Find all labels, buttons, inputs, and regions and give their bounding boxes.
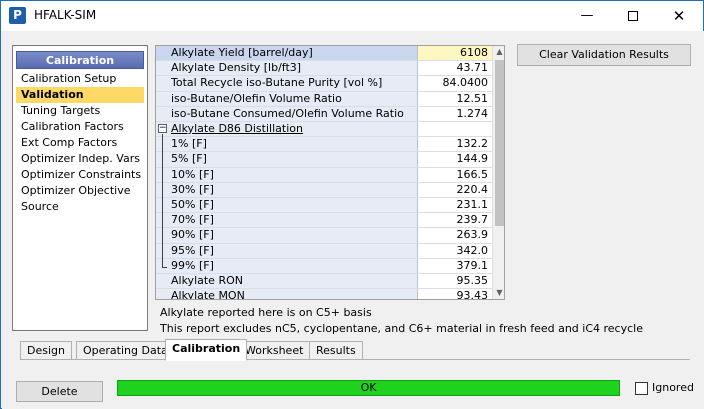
nav-item-optimizer-indep-vars[interactable]: Optimizer Indep. Vars bbox=[21, 152, 140, 165]
row-value[interactable]: 166.5 bbox=[418, 167, 492, 182]
table-row: iso-Butane Consumed/Olefin Volume Ratio 1… bbox=[156, 106, 492, 122]
note-basis: Alkylate reported here is on C5+ basis bbox=[160, 306, 372, 319]
nav-item-optimizer-constraints[interactable]: Optimizer Constraints bbox=[21, 168, 142, 181]
table-row: 50% [F] 231.1 bbox=[156, 198, 492, 214]
table-row: 5% [F] 144.9 bbox=[156, 152, 492, 168]
row-value[interactable]: 93.43 bbox=[418, 289, 492, 299]
row-label: 90% [F] bbox=[156, 228, 418, 243]
table-row: 70% [F] 239.7 bbox=[156, 213, 492, 229]
tree-connector-line bbox=[162, 134, 163, 267]
nav-item-source[interactable]: Source bbox=[21, 200, 59, 213]
nav-item-validation[interactable]: Validation bbox=[16, 87, 144, 103]
calibration-nav: Calibration Calibration Setup Validation T… bbox=[12, 45, 148, 331]
tab-worksheet[interactable]: Worksheet bbox=[238, 341, 311, 360]
row-value[interactable]: 12.51 bbox=[418, 91, 492, 106]
row-label: 99% [F] bbox=[156, 258, 418, 273]
window-title: HFALK-SIM bbox=[34, 8, 97, 22]
maximize-button[interactable] bbox=[610, 1, 656, 31]
row-label: Alkylate RON bbox=[156, 274, 418, 289]
row-value[interactable]: 263.9 bbox=[418, 228, 492, 243]
ignored-label: Ignored bbox=[652, 381, 694, 394]
row-label: 10% [F] bbox=[156, 167, 418, 182]
table-row: 99% [F] 379.1 bbox=[156, 258, 492, 274]
title-bar: P HFALK-SIM — ✕ bbox=[1, 1, 703, 31]
table-row: Alkylate Density [lb/ft3] 43.71 bbox=[156, 61, 492, 77]
row-label: 30% [F] bbox=[156, 182, 418, 197]
row-label: iso-Butane Consumed/Olefin Volume Ratio bbox=[156, 106, 418, 121]
row-label: 50% [F] bbox=[156, 198, 418, 213]
row-value[interactable] bbox=[418, 122, 492, 137]
nav-item-optimizer-objective[interactable]: Optimizer Objective bbox=[21, 184, 131, 197]
row-value[interactable]: 342.0 bbox=[418, 243, 492, 258]
table-row: Total Recycle iso-Butane Purity [vol %] 8… bbox=[156, 76, 492, 92]
table-row: 90% [F] 263.9 bbox=[156, 228, 492, 244]
row-label: Alkylate MON bbox=[156, 289, 418, 299]
row-label: Alkylate Yield [barrel/day] bbox=[156, 46, 418, 61]
scroll-thumb[interactable] bbox=[495, 60, 504, 226]
scroll-up-icon[interactable]: ▲ bbox=[496, 47, 503, 56]
row-label: Alkylate Density [lb/ft3] bbox=[156, 61, 418, 76]
group-label: Alkylate D86 Distillation bbox=[156, 122, 418, 137]
row-value[interactable]: 220.4 bbox=[418, 182, 492, 197]
row-label: 1% [F] bbox=[156, 137, 418, 152]
table-row: 10% [F] 166.5 bbox=[156, 167, 492, 183]
nav-list: Calibration Setup Validation Tuning Target… bbox=[13, 71, 147, 215]
table-row: 30% [F] 220.4 bbox=[156, 182, 492, 198]
validation-grid: Alkylate Yield [barrel/day] 6108 Alkylate … bbox=[155, 45, 505, 300]
nav-item-tuning-targets[interactable]: Tuning Targets bbox=[21, 104, 101, 117]
row-value[interactable]: 132.2 bbox=[418, 137, 492, 152]
scroll-down-icon[interactable]: ▼ bbox=[496, 288, 503, 297]
row-label: 70% [F] bbox=[156, 213, 418, 228]
tab-results[interactable]: Results bbox=[309, 341, 363, 360]
row-value[interactable]: 231.1 bbox=[418, 198, 492, 213]
delete-button[interactable]: Delete bbox=[16, 381, 103, 402]
row-label: Total Recycle iso-Butane Purity [vol %] bbox=[156, 76, 418, 91]
tree-connector-end bbox=[162, 266, 167, 268]
tab-calibration[interactable]: Calibration bbox=[165, 339, 248, 361]
grid-scrollbar[interactable]: ▲ ▼ bbox=[492, 46, 504, 299]
ignored-checkbox[interactable] bbox=[635, 381, 648, 395]
row-value[interactable]: 95.35 bbox=[418, 274, 492, 289]
row-label: iso-Butane/Olefin Volume Ratio bbox=[156, 91, 418, 106]
row-value[interactable]: 6108 bbox=[418, 46, 492, 61]
row-value[interactable]: 239.7 bbox=[418, 213, 492, 228]
row-value[interactable]: 1.274 bbox=[418, 106, 492, 121]
row-value[interactable]: 379.1 bbox=[418, 258, 492, 273]
nav-item-calibration-factors[interactable]: Calibration Factors bbox=[21, 120, 124, 133]
tab-operating-data[interactable]: Operating Data bbox=[76, 341, 175, 360]
table-row: Alkylate RON 95.35 bbox=[156, 274, 492, 290]
tab-design[interactable]: Design bbox=[20, 341, 72, 360]
nav-item-calibration-setup[interactable]: Calibration Setup bbox=[21, 72, 117, 85]
note-exclusions: This report excludes nC5, cyclopentane, … bbox=[160, 322, 643, 335]
row-value[interactable]: 144.9 bbox=[418, 152, 492, 167]
client-area: Calibration Calibration Setup Validation T… bbox=[2, 31, 704, 409]
table-row: Alkylate Yield [barrel/day] 6108 bbox=[156, 46, 492, 62]
row-label: 5% [F] bbox=[156, 152, 418, 167]
row-value[interactable]: 43.71 bbox=[418, 61, 492, 76]
app-logo-icon: P bbox=[9, 7, 26, 24]
row-label: 95% [F] bbox=[156, 243, 418, 258]
table-row: Alkylate D86 Distillation − bbox=[156, 122, 492, 138]
nav-header: Calibration bbox=[16, 51, 144, 69]
close-button[interactable]: ✕ bbox=[672, 7, 686, 25]
table-row: 95% [F] 342.0 bbox=[156, 243, 492, 259]
maximize-icon bbox=[628, 10, 638, 21]
clear-validation-button[interactable]: Clear Validation Results bbox=[517, 44, 691, 66]
status-bar: OK bbox=[117, 380, 620, 396]
row-value[interactable]: 84.0400 bbox=[418, 76, 492, 91]
ignored-option[interactable]: Ignored bbox=[635, 381, 694, 395]
table-row: 1% [F] 132.2 bbox=[156, 137, 492, 153]
table-row: Alkylate MON 93.43 bbox=[156, 289, 492, 299]
nav-item-ext-comp-factors[interactable]: Ext Comp Factors bbox=[21, 136, 118, 149]
table-row: iso-Butane/Olefin Volume Ratio 12.51 bbox=[156, 91, 492, 107]
collapse-icon[interactable]: − bbox=[158, 123, 167, 133]
minimize-button[interactable]: — bbox=[580, 8, 594, 23]
